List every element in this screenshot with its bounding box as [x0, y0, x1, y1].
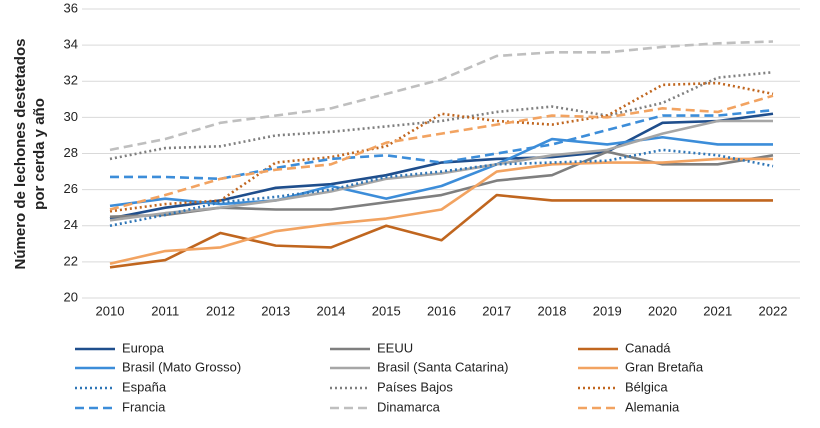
y-tick-label: 28 — [64, 145, 78, 160]
series-line — [109, 70, 774, 161]
legend-label: EEUU — [377, 340, 413, 355]
series-line — [109, 157, 773, 265]
y-tick-label: 22 — [64, 253, 78, 268]
legend-label: Países Bajos — [377, 379, 453, 394]
x-tick-label: 2011 — [151, 303, 179, 318]
y-tick-label: 24 — [64, 217, 78, 232]
y-tick-label: 20 — [64, 289, 78, 304]
series-line — [109, 119, 773, 222]
legend-label: Gran Bretaña — [625, 359, 704, 374]
legend-label: Brasil (Santa Catarina) — [377, 359, 509, 374]
x-tick-label: 2022 — [759, 303, 788, 318]
series-line — [109, 135, 773, 208]
y-tick-label: 30 — [64, 109, 78, 124]
x-tick-label: 2021 — [703, 303, 732, 318]
series-line — [109, 148, 774, 228]
y-axis-label: por cerda y año — [31, 98, 48, 210]
x-tick-label: 2015 — [372, 303, 401, 318]
legend-label: Canadá — [625, 340, 671, 355]
legend-label: Francia — [122, 399, 166, 414]
series-line — [109, 81, 774, 213]
x-tick-label: 2017 — [482, 303, 511, 318]
legend-label: Alemania — [625, 399, 680, 414]
x-tick-label: 2019 — [593, 303, 622, 318]
y-tick-label: 34 — [64, 37, 78, 52]
series-line — [109, 94, 774, 211]
y-tick-label: 36 — [64, 0, 78, 15]
y-axis-label: Número de lechones destetados — [12, 39, 29, 270]
x-tick-label: 2020 — [648, 303, 677, 318]
x-tick-label: 2016 — [427, 303, 456, 318]
legend-label: Dinamarca — [377, 399, 441, 414]
legend-label: Bélgica — [625, 379, 668, 394]
x-tick-label: 2013 — [261, 303, 290, 318]
x-tick-label: 2014 — [317, 303, 346, 318]
legend-label: Europa — [122, 340, 165, 355]
series-line — [109, 193, 773, 269]
x-tick-label: 2012 — [206, 303, 235, 318]
y-tick-label: 32 — [64, 73, 78, 88]
series-line — [110, 108, 774, 181]
legend-label: Brasil (Mato Grosso) — [122, 359, 241, 374]
legend-label: España — [122, 379, 167, 394]
series-line — [109, 40, 774, 152]
y-tick-label: 26 — [64, 181, 78, 196]
x-tick-label: 2018 — [538, 303, 567, 318]
x-tick-label: 2010 — [96, 303, 125, 318]
